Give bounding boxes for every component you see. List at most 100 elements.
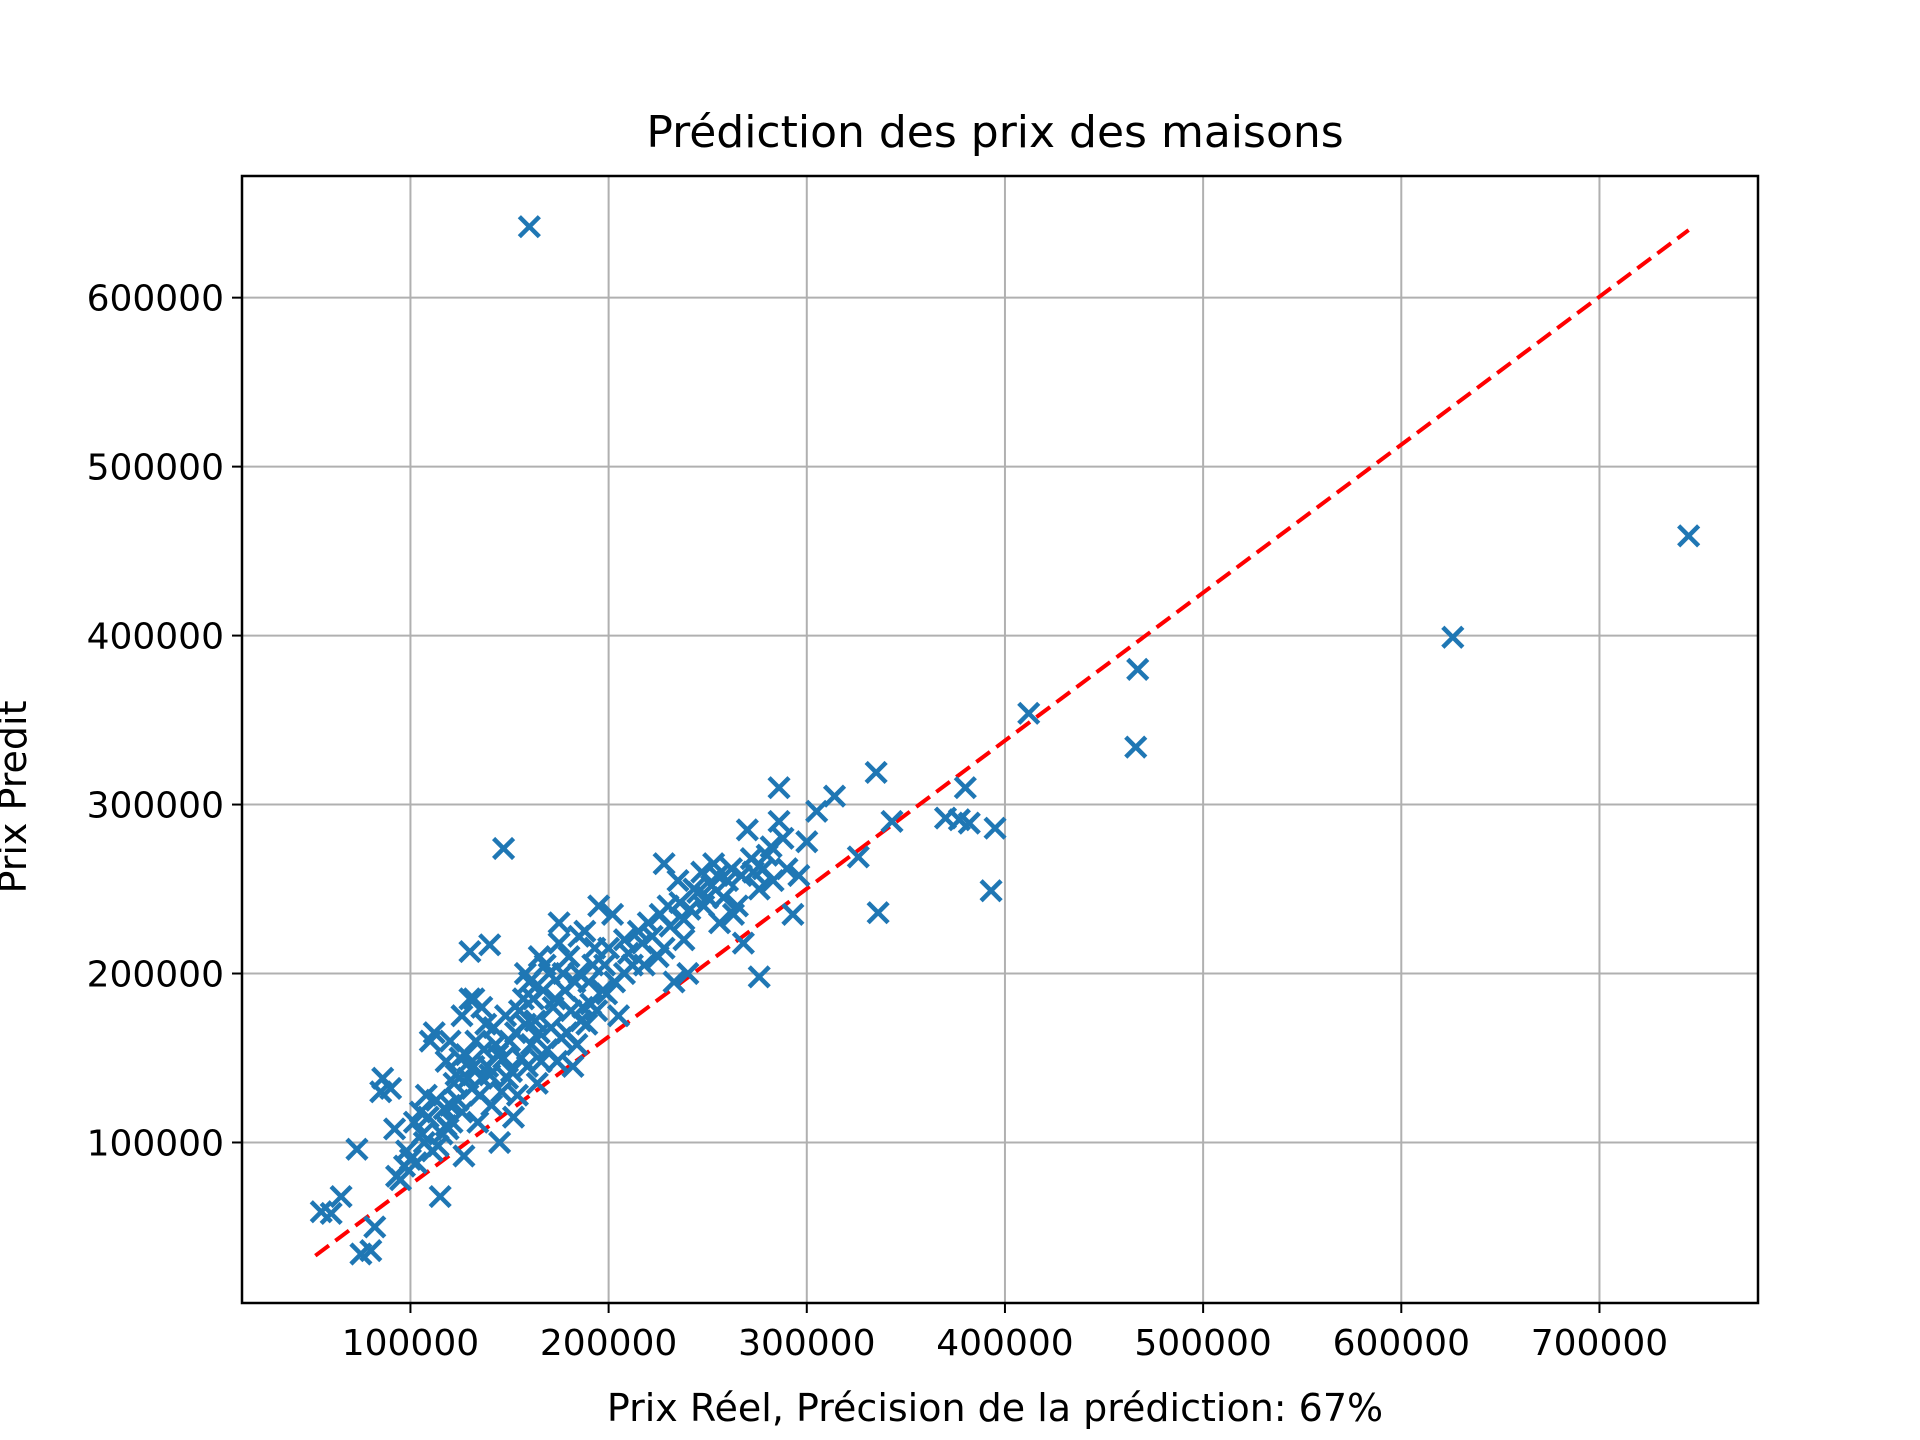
data-point: [1441, 625, 1465, 649]
data-point: [729, 863, 753, 888]
data-point: [384, 1164, 409, 1188]
plot-frame: [240, 174, 1760, 1305]
data-point: [612, 928, 637, 952]
data-point: [515, 1054, 539, 1079]
data-point: [775, 857, 799, 881]
data-point: [672, 907, 696, 932]
data-point: [600, 902, 625, 926]
data-point: [363, 1215, 387, 1239]
data-point: [771, 826, 795, 850]
data-point: [382, 1117, 407, 1141]
data-point: [658, 914, 682, 938]
x-axis-label: Prix Réel, Précision de la prédiction: 6…: [607, 1386, 1383, 1430]
data-point: [846, 845, 870, 869]
data-point: [493, 1004, 518, 1028]
data-point: [561, 1054, 585, 1079]
data-point: [551, 961, 575, 986]
data-point: [606, 1004, 631, 1028]
data-point: [567, 924, 591, 948]
data-point: [450, 1004, 474, 1028]
data-point: [767, 776, 791, 800]
data-point: [458, 987, 482, 1011]
data-point: [416, 1105, 440, 1129]
data-point: [933, 806, 958, 830]
data-point: [1677, 524, 1701, 548]
data-point: [805, 799, 829, 823]
data-point: [547, 931, 571, 955]
data-point: [795, 830, 819, 854]
data-point: [692, 894, 716, 918]
data-point: [983, 816, 1007, 840]
data-point: [595, 982, 619, 1006]
data-point: [616, 941, 641, 965]
data-point: [478, 933, 502, 957]
data-point: [735, 818, 759, 842]
data-point: [767, 809, 791, 834]
data-point: [585, 999, 609, 1023]
reference-line-group: [314, 228, 1690, 1258]
data-point: [721, 902, 746, 926]
data-point: [319, 1201, 343, 1226]
data-point: [464, 1029, 488, 1053]
data-point: [676, 961, 700, 986]
data-point: [543, 987, 567, 1011]
data-point: [428, 1184, 452, 1209]
data-point: [781, 902, 805, 926]
data-point: [379, 1076, 403, 1101]
x-tick-label: 100000: [342, 1323, 479, 1364]
data-point: [505, 1083, 530, 1107]
data-point: [436, 1117, 460, 1141]
x-tick-label: 500000: [1134, 1323, 1271, 1364]
data-point: [466, 1110, 490, 1134]
data-point: [547, 911, 571, 935]
data-point: [864, 760, 888, 785]
data-point: [1126, 657, 1150, 681]
data-point: [517, 215, 541, 239]
data-point: [1124, 735, 1148, 759]
data-point: [979, 879, 1003, 903]
data-point: [711, 885, 736, 910]
data-point: [456, 1066, 480, 1090]
data-point: [410, 1122, 434, 1146]
y-tick-label: 300000: [87, 786, 224, 827]
data-point: [581, 953, 605, 977]
data-point: [575, 1012, 599, 1036]
y-tick-label: 100000: [87, 1123, 224, 1164]
data-point: [565, 1032, 589, 1057]
x-tick-label: 700000: [1531, 1323, 1668, 1364]
data-point: [686, 880, 710, 905]
data-point: [953, 776, 977, 800]
data-point: [747, 877, 771, 901]
data-point: [486, 1043, 510, 1067]
data-point: [501, 1105, 526, 1129]
data-point: [503, 1021, 528, 1045]
data-point: [359, 1239, 383, 1263]
data-point: [662, 970, 686, 994]
data-point: [587, 894, 611, 918]
data-point: [519, 1032, 543, 1057]
data-point: [432, 1097, 456, 1121]
data-point: [706, 863, 730, 888]
data-point: [612, 961, 637, 986]
data-point: [652, 936, 676, 960]
data-point: [563, 970, 587, 994]
data-point: [458, 939, 482, 964]
x-tick-label: 600000: [1333, 1323, 1470, 1364]
y-tick-label: 200000: [87, 955, 224, 996]
data-point: [329, 1184, 353, 1209]
data-points: [309, 215, 1701, 1266]
data-point: [957, 811, 981, 835]
y-tick-label: 400000: [87, 617, 224, 658]
data-point: [446, 1088, 470, 1112]
y-axis-label: Prix Predit: [0, 701, 35, 894]
x-tick-label: 300000: [738, 1323, 875, 1364]
data-point: [523, 1009, 547, 1033]
data-point: [880, 809, 904, 834]
x-tick-label: 200000: [540, 1323, 677, 1364]
data-point: [404, 1151, 428, 1175]
data-point: [636, 911, 660, 935]
reference-line: [314, 228, 1690, 1258]
data-point: [434, 1049, 458, 1073]
data-point: [495, 1066, 520, 1090]
